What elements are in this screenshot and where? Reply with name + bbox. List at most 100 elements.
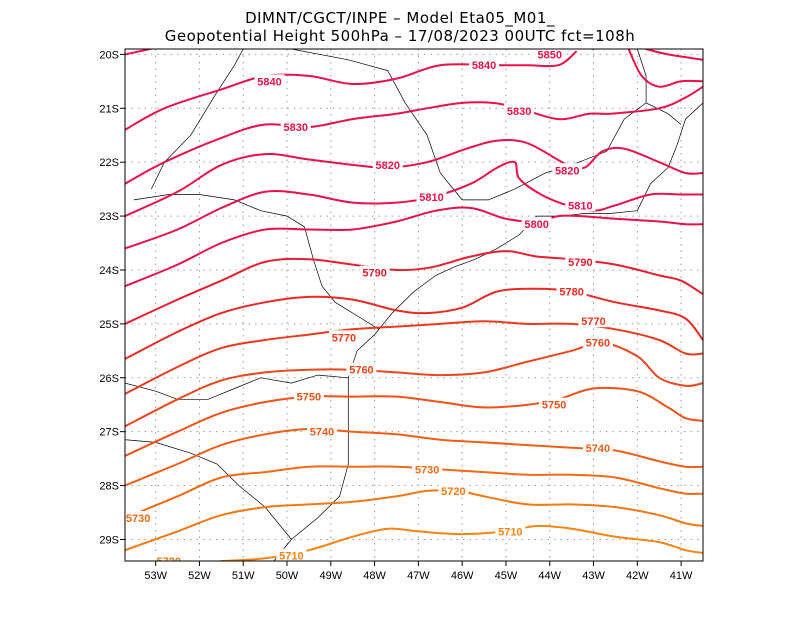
y-tick-label: 21S xyxy=(99,103,119,115)
contour-label-bg xyxy=(469,58,500,72)
contour-label-bg xyxy=(412,462,443,476)
contour-5850 xyxy=(645,49,703,61)
contour-5810 xyxy=(125,160,703,250)
contour-label-bg xyxy=(438,483,469,497)
y-tick-label: 25S xyxy=(99,319,119,331)
contour-label: 5770 xyxy=(581,316,605,328)
contour-label-bg xyxy=(582,335,613,349)
chart-title-line-2: Geopotential Height 500hPa – 17/08/2023 … xyxy=(164,27,636,45)
contour-label: 5830 xyxy=(284,122,308,134)
contour-label-bg xyxy=(254,74,285,88)
contour-5840 xyxy=(627,49,703,88)
contour-5750 xyxy=(125,386,703,457)
x-tick-label: 41W xyxy=(670,570,693,582)
contour-label: 5780 xyxy=(559,287,583,299)
contour-label: 5720 xyxy=(441,486,465,498)
contour-lines xyxy=(125,49,703,561)
contour-label-bg xyxy=(495,524,526,538)
x-tick-label: 51W xyxy=(232,570,255,582)
x-tick-label: 46W xyxy=(451,570,474,582)
contour-label-bg xyxy=(565,198,596,212)
contour-label-bg xyxy=(504,103,535,117)
contour-label-bg xyxy=(359,265,390,279)
x-tick-label: 43W xyxy=(582,570,605,582)
x-tick-label: 49W xyxy=(319,570,342,582)
boundary-sp-mg xyxy=(291,49,515,201)
x-tick-label: 44W xyxy=(538,570,561,582)
x-tick-label: 53W xyxy=(144,570,167,582)
contour-label: 5800 xyxy=(524,219,548,231)
x-tick-label: 45W xyxy=(495,570,518,582)
contour-label: 5750 xyxy=(542,400,566,412)
contour-label: 5810 xyxy=(568,200,592,212)
plot-frame xyxy=(124,48,704,562)
contour-label-bg xyxy=(328,330,359,344)
contour-label-bg xyxy=(153,554,184,561)
contour-label: 5840 xyxy=(257,76,281,88)
contour-label: 5720 xyxy=(157,556,181,568)
contour-label: 5730 xyxy=(415,464,439,476)
contour-5850 xyxy=(125,49,595,56)
contour-label: 5820 xyxy=(375,160,399,172)
boundary-pr-sp xyxy=(133,194,380,330)
contour-label: 5750 xyxy=(297,392,321,404)
contour-label: 5820 xyxy=(555,165,579,177)
boundary-pr-sc xyxy=(125,374,349,400)
contour-label: 5710 xyxy=(279,551,303,563)
boundary-coastline xyxy=(273,102,703,561)
y-tick-label: 27S xyxy=(99,427,119,439)
contour-labels: 5850 5840 5840 5830 5830 5820 5820 5810 5810 5800… xyxy=(125,49,613,568)
contour-5770 xyxy=(125,320,703,395)
chart-title-line-1: DIMNT/CGCT/INPE – Model Eta05_M01_ xyxy=(245,9,555,27)
boundary-ms-sp xyxy=(150,49,244,190)
boundaries xyxy=(125,49,703,561)
contour-5830 xyxy=(125,85,703,185)
x-tick-label: 47W xyxy=(407,570,430,582)
contour-label-bg xyxy=(276,548,307,561)
contour-label-bg xyxy=(582,440,613,454)
contour-5760 xyxy=(125,341,703,428)
contour-label-bg xyxy=(346,362,377,376)
contour-label: 5740 xyxy=(310,427,334,439)
contour-label: 5740 xyxy=(586,443,610,455)
contour-label: 5830 xyxy=(507,106,531,118)
contour-label-bg xyxy=(280,120,311,134)
contour-label-bg xyxy=(521,217,552,231)
contour-label-bg xyxy=(293,389,324,403)
y-tick-label: 20S xyxy=(99,49,119,61)
contour-label: 5810 xyxy=(419,192,443,204)
x-tick-label: 42W xyxy=(626,570,649,582)
contour-label: 5840 xyxy=(472,60,496,72)
x-tick-label: 52W xyxy=(188,570,211,582)
contour-5790 xyxy=(125,250,703,325)
contour-5840 xyxy=(125,50,577,131)
boundary-mg-rj xyxy=(514,102,682,190)
contour-label-bg xyxy=(565,254,596,268)
contour-label-bg xyxy=(578,314,609,328)
boundary-mg-es xyxy=(636,49,647,103)
contour-label-bg xyxy=(534,49,565,61)
contour-5710 xyxy=(220,524,703,561)
y-tick-label: 28S xyxy=(99,481,119,493)
contour-5820 xyxy=(125,139,703,218)
contour-5720 xyxy=(125,489,703,552)
gridlines xyxy=(125,49,703,561)
contour-label-bg xyxy=(372,157,403,171)
contour-5740 xyxy=(125,427,703,487)
contour-label-bg xyxy=(125,510,154,524)
contour-label: 5850 xyxy=(538,49,562,61)
contour-label-bg xyxy=(416,190,447,204)
contour-label: 5790 xyxy=(362,268,386,280)
contour-5780 xyxy=(125,287,703,360)
x-tick-label: 48W xyxy=(363,570,386,582)
x-tick-label: 50W xyxy=(276,570,299,582)
contour-label: 5730 xyxy=(126,513,150,525)
y-tick-label: 29S xyxy=(99,534,119,546)
contour-label: 5770 xyxy=(332,332,356,344)
contour-label-bg xyxy=(539,397,570,411)
y-tick-label: 23S xyxy=(99,211,119,223)
contour-5800 xyxy=(125,206,703,288)
axis-ticks: 53W 52W 51W 50W 49W 48W 47W 46W 45W 44W 43W 42W 41W 2… xyxy=(99,49,693,582)
